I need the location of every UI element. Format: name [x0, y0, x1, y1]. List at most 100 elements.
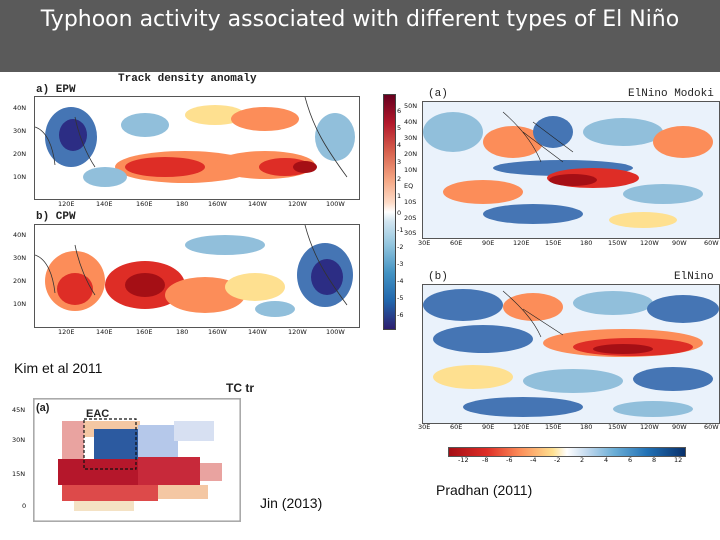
pradhan-modoki-field — [423, 102, 719, 238]
pradhan-lon-tick: 60E — [450, 423, 463, 431]
kim-cpw-field — [35, 225, 359, 327]
pradhan-lon-tick: 150W — [608, 423, 627, 431]
kim-lon-tick: 100W — [326, 328, 345, 336]
kim-lon-tick: 140W — [248, 328, 267, 336]
pradhan-lon-tick: 60W — [704, 239, 719, 247]
kim-epw-field — [35, 97, 359, 199]
kim-panel-a-label: a) EPW — [36, 84, 76, 96]
pradhan-lat-tick: 10N — [404, 166, 418, 174]
jin-figure-title: TC tr — [226, 381, 254, 395]
pradhan-lat-tick: 50N — [404, 102, 418, 110]
pradhan-lon-tick: 120E — [513, 239, 530, 247]
pradhan-lon-tick: 150E — [545, 423, 562, 431]
kim-lat-tick: 40N — [13, 231, 27, 239]
pradhan-lat-tick: 20S — [404, 214, 417, 222]
pradhan-lat-tick: 20N — [404, 150, 418, 158]
pradhan-lon-tick: 120W — [640, 423, 659, 431]
kim-colorbar-tick: 0 — [397, 209, 402, 217]
jin-panel-label: (a) — [36, 402, 50, 414]
pradhan-elnino-field — [423, 285, 719, 423]
kim-lon-tick: 160W — [208, 328, 227, 336]
kim-map-epw — [34, 96, 360, 200]
pradhan-lon-tick: 30E — [418, 423, 431, 431]
title-bar — [0, 0, 720, 72]
jin-lat-tick: 15N — [12, 470, 26, 478]
pradhan-lat-tick: 30N — [404, 134, 418, 142]
kim-lon-tick: 140E — [96, 200, 113, 208]
pradhan-colorbar-tick: 12 — [674, 456, 683, 464]
kim-lon-tick: 160E — [136, 200, 153, 208]
pradhan-map-elnino — [422, 284, 720, 424]
kim-lon-tick: 140W — [248, 200, 267, 208]
pradhan-colorbar-tick: -2 — [554, 456, 561, 464]
pradhan-lat-tick: EQ — [404, 182, 414, 190]
pradhan-map-modoki — [422, 101, 720, 239]
jin-citation: Jin (2013) — [260, 495, 323, 511]
pradhan-colorbar-tick: 2 — [580, 456, 585, 464]
pradhan-colorbar-tick: -12 — [458, 456, 469, 464]
pradhan-lon-tick: 90W — [672, 239, 687, 247]
kim-lon-tick: 180 — [176, 328, 189, 336]
kim-lat-tick: 30N — [13, 254, 27, 262]
pradhan-colorbar-tick: 8 — [652, 456, 657, 464]
jin-box-label: EAC — [86, 408, 110, 420]
pradhan-colorbar — [448, 447, 686, 457]
jin-lat-tick: 45N — [12, 406, 26, 414]
pradhan-lon-tick: 90W — [672, 423, 687, 431]
kim-colorbar-tick: -4 — [397, 277, 404, 285]
kim-lat-tick: 10N — [13, 300, 27, 308]
pradhan-lon-tick: 180 — [580, 239, 593, 247]
slide-title: Typhoon activity associated with differe… — [40, 7, 680, 32]
pradhan-lon-tick: 90E — [482, 239, 495, 247]
jin-field — [34, 399, 240, 521]
kim-colorbar-tick: -3 — [397, 260, 404, 268]
kim-lat-tick: 20N — [13, 277, 27, 285]
kim-lon-tick: 140E — [96, 328, 113, 336]
pradhan-colorbar-tick: 4 — [604, 456, 609, 464]
kim-lat-tick: 10N — [13, 173, 27, 181]
kim-lat-tick: 20N — [13, 150, 27, 158]
kim-figure-title: Track density anomaly — [118, 73, 257, 85]
kim-lon-tick: 160E — [136, 328, 153, 336]
jin-map — [33, 398, 241, 522]
kim-colorbar-tick: 2 — [397, 175, 402, 183]
pradhan-lon-tick: 150E — [545, 239, 562, 247]
pradhan-lon-tick: 30E — [418, 239, 431, 247]
kim-map-cpw — [34, 224, 360, 328]
pradhan-colorbar-tick: -6 — [506, 456, 513, 464]
pradhan-colorbar-tick: 6 — [628, 456, 633, 464]
kim-lon-tick: 100W — [326, 200, 345, 208]
pradhan-panel-a-title: ElNino Modoki — [628, 88, 714, 100]
kim-citation: Kim et al 2011 — [14, 360, 103, 376]
jin-lat-tick: 30N — [12, 436, 26, 444]
pradhan-lon-tick: 120W — [640, 239, 659, 247]
pradhan-colorbar-tick: -8 — [482, 456, 489, 464]
pradhan-lon-tick: 60E — [450, 239, 463, 247]
kim-colorbar-tick: 3 — [397, 158, 402, 166]
pradhan-lon-tick: 180 — [580, 423, 593, 431]
kim-colorbar-tick: -1 — [397, 226, 404, 234]
kim-lon-tick: 120W — [288, 328, 307, 336]
pradhan-lon-tick: 90E — [482, 423, 495, 431]
kim-lon-tick: 120E — [58, 328, 75, 336]
pradhan-lat-tick: 10S — [404, 198, 417, 206]
pradhan-lat-tick: 30S — [404, 229, 417, 237]
kim-colorbar-tick: 4 — [397, 141, 402, 149]
kim-colorbar — [383, 94, 396, 330]
kim-lat-tick: 30N — [13, 127, 27, 135]
kim-lon-tick: 180 — [176, 200, 189, 208]
kim-colorbar-tick: 6 — [397, 107, 402, 115]
pradhan-panel-b-title: ElNino — [674, 271, 714, 283]
jin-lat-tick: 0 — [22, 502, 27, 510]
kim-colorbar-tick: -2 — [397, 243, 404, 251]
kim-colorbar-tick: -6 — [397, 311, 404, 319]
kim-panel-b-label: b) CPW — [36, 211, 76, 223]
pradhan-lon-tick: 150W — [608, 239, 627, 247]
kim-colorbar-tick: -5 — [397, 294, 404, 302]
kim-lat-tick: 40N — [13, 104, 27, 112]
pradhan-lon-tick: 60W — [704, 423, 719, 431]
pradhan-colorbar-tick: -4 — [530, 456, 537, 464]
kim-lon-tick: 120W — [288, 200, 307, 208]
pradhan-lon-tick: 120E — [513, 423, 530, 431]
pradhan-citation: Pradhan (2011) — [436, 482, 533, 498]
